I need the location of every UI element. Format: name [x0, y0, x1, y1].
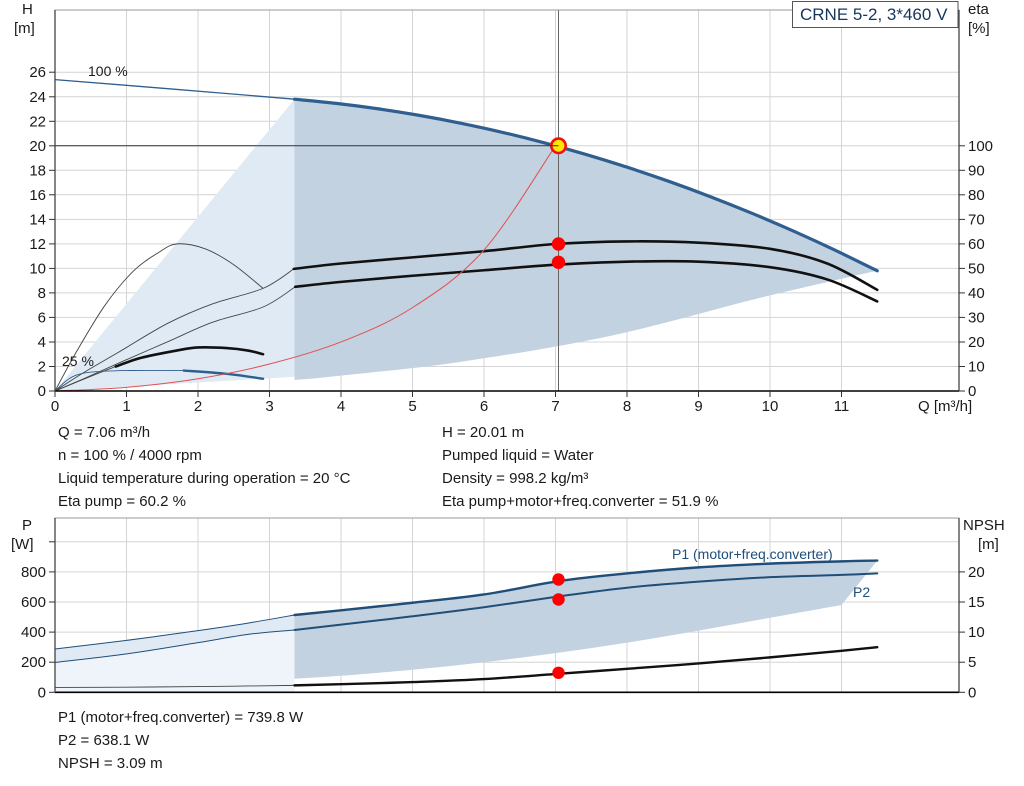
svg-text:10: 10 — [968, 624, 985, 641]
svg-text:20: 20 — [968, 564, 985, 581]
svg-text:60: 60 — [968, 236, 985, 253]
svg-text:20: 20 — [29, 138, 46, 155]
svg-text:eta: eta — [968, 1, 990, 18]
svg-text:22: 22 — [29, 113, 46, 130]
svg-text:9: 9 — [694, 398, 702, 415]
svg-text:n = 100 % / 4000 rpm: n = 100 % / 4000 rpm — [58, 447, 202, 464]
svg-text:4: 4 — [38, 334, 46, 351]
svg-text:8: 8 — [38, 285, 46, 302]
svg-text:24: 24 — [29, 89, 46, 106]
svg-text:30: 30 — [968, 309, 985, 326]
svg-text:8: 8 — [623, 398, 631, 415]
svg-text:70: 70 — [968, 211, 985, 228]
svg-text:[W]: [W] — [11, 536, 34, 553]
svg-text:Q [m³/h]: Q [m³/h] — [918, 398, 972, 415]
svg-text:10: 10 — [762, 398, 779, 415]
svg-text:P: P — [22, 517, 32, 534]
svg-text:0: 0 — [51, 398, 59, 415]
svg-text:10: 10 — [968, 359, 985, 376]
svg-text:90: 90 — [968, 162, 985, 179]
svg-text:CRNE 5-2, 3*460 V: CRNE 5-2, 3*460 V — [800, 5, 948, 24]
svg-text:4: 4 — [337, 398, 345, 415]
svg-text:15: 15 — [968, 594, 985, 611]
svg-text:50: 50 — [968, 260, 985, 277]
svg-text:7: 7 — [551, 398, 559, 415]
svg-text:0: 0 — [38, 684, 46, 701]
svg-text:H: H — [22, 1, 33, 18]
svg-text:Liquid temperature during oper: Liquid temperature during operation = 20… — [58, 470, 351, 487]
svg-text:40: 40 — [968, 285, 985, 302]
svg-text:0: 0 — [968, 684, 976, 701]
svg-text:11: 11 — [834, 398, 850, 415]
svg-text:Q = 7.06 m³/h: Q = 7.06 m³/h — [58, 424, 150, 441]
svg-text:18: 18 — [29, 162, 46, 179]
svg-text:2: 2 — [194, 398, 202, 415]
svg-text:Pumped liquid = Water: Pumped liquid = Water — [442, 447, 594, 464]
svg-text:NPSH = 3.09 m: NPSH = 3.09 m — [58, 755, 163, 772]
svg-text:6: 6 — [480, 398, 488, 415]
svg-text:H = 20.01 m: H = 20.01 m — [442, 424, 524, 441]
svg-text:3: 3 — [265, 398, 273, 415]
svg-text:[m]: [m] — [14, 20, 35, 37]
svg-text:P1 (motor+freq.converter): P1 (motor+freq.converter) — [672, 546, 833, 562]
svg-text:Eta pump = 60.2 %: Eta pump = 60.2 % — [58, 493, 186, 510]
svg-text:100 %: 100 % — [88, 63, 128, 79]
svg-text:6: 6 — [38, 309, 46, 326]
svg-text:600: 600 — [21, 594, 46, 611]
svg-text:5: 5 — [408, 398, 416, 415]
svg-text:5: 5 — [968, 654, 976, 671]
svg-text:0: 0 — [38, 383, 46, 400]
svg-text:26: 26 — [29, 64, 46, 81]
svg-text:Eta pump+motor+freq.converter: Eta pump+motor+freq.converter = 51.9 % — [442, 493, 718, 510]
svg-text:100: 100 — [968, 138, 993, 155]
svg-text:[%]: [%] — [968, 20, 990, 37]
svg-text:P2: P2 — [853, 584, 870, 600]
svg-text:200: 200 — [21, 654, 46, 671]
svg-text:[m]: [m] — [978, 536, 999, 553]
svg-text:20: 20 — [968, 334, 985, 351]
svg-text:P1 (motor+freq.converter) = 73: P1 (motor+freq.converter) = 739.8 W — [58, 709, 304, 726]
svg-text:Density = 998.2 kg/m³: Density = 998.2 kg/m³ — [442, 470, 588, 487]
svg-text:NPSH: NPSH — [963, 517, 1005, 534]
svg-text:800: 800 — [21, 564, 46, 581]
svg-text:80: 80 — [968, 187, 985, 204]
svg-text:16: 16 — [29, 187, 46, 204]
svg-text:2: 2 — [38, 359, 46, 376]
svg-text:14: 14 — [29, 211, 46, 228]
svg-text:P2 = 638.1 W: P2 = 638.1 W — [58, 732, 150, 749]
svg-text:25 %: 25 % — [62, 353, 94, 369]
svg-text:12: 12 — [29, 236, 46, 253]
svg-text:1: 1 — [122, 398, 130, 415]
svg-text:10: 10 — [29, 260, 46, 277]
svg-text:400: 400 — [21, 624, 46, 641]
